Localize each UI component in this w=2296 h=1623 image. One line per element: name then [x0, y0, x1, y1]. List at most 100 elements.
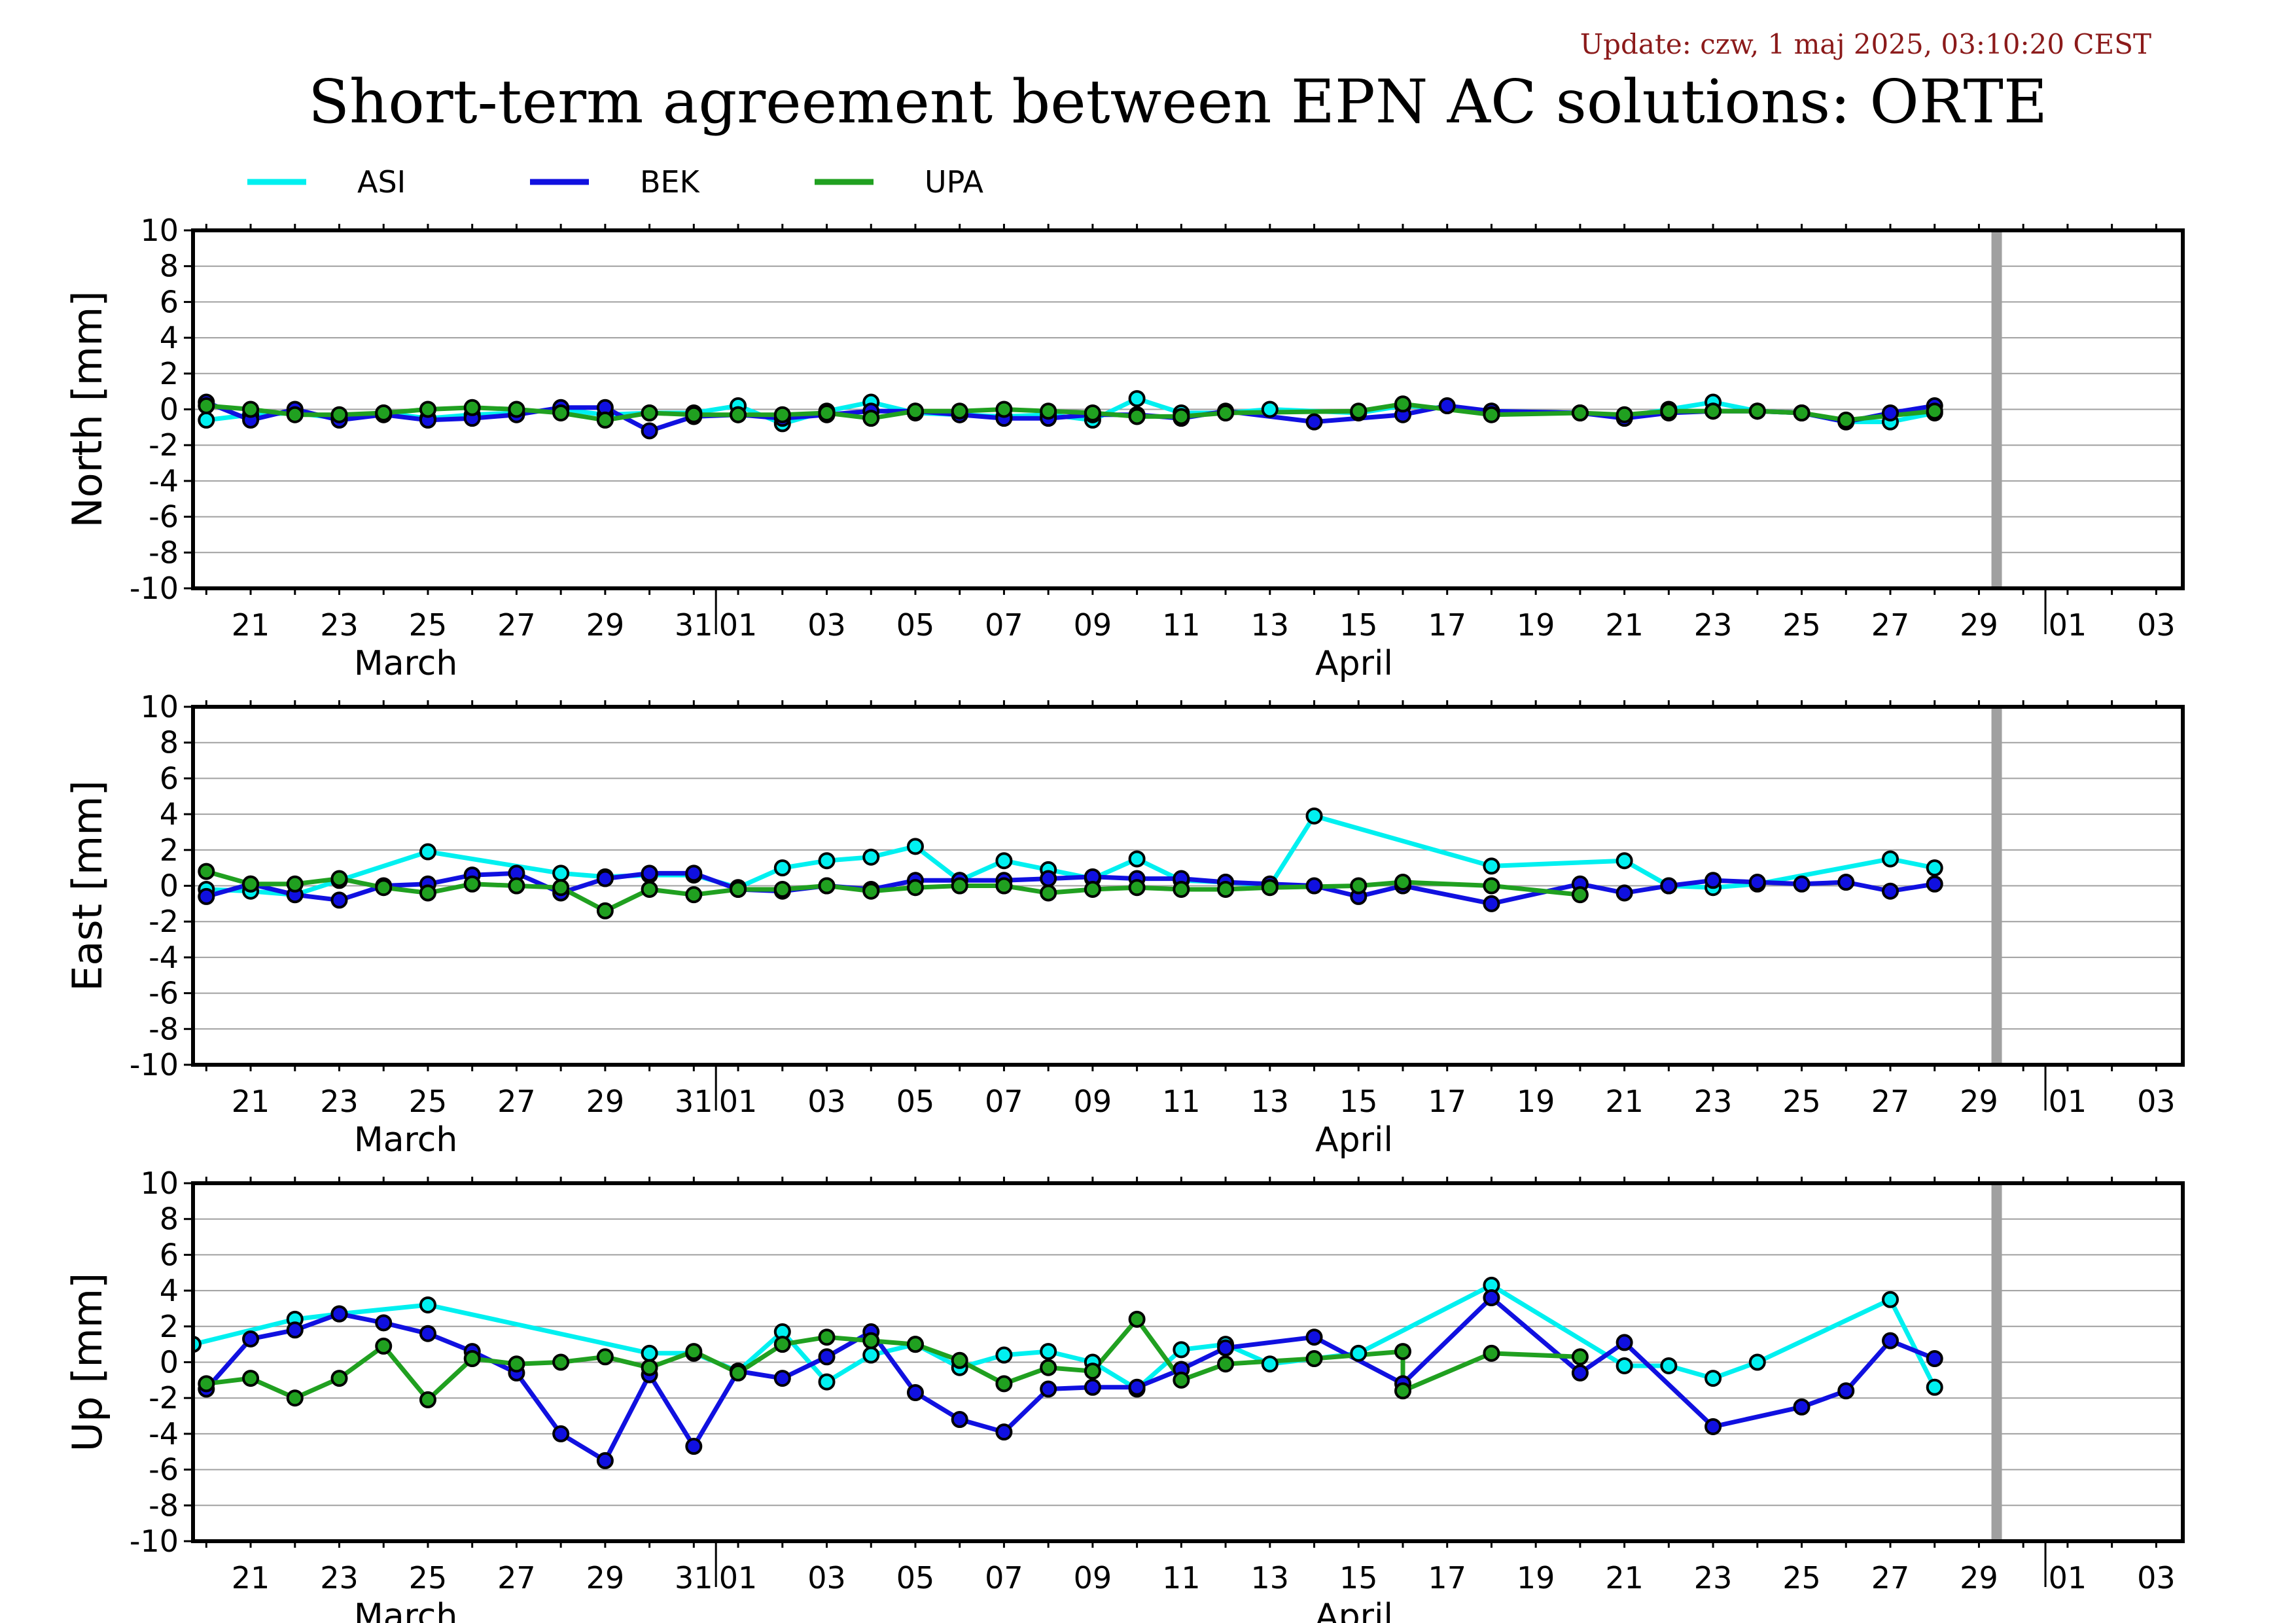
data-point-upa: [419, 884, 436, 902]
data-point-upa: [641, 1359, 658, 1376]
data-point-upa: [508, 877, 525, 895]
data-point-bek: [1704, 1418, 1722, 1435]
data-point-upa: [1394, 1343, 1411, 1361]
data-point-upa: [1660, 402, 1678, 420]
x-tick-label: 29: [1960, 1084, 1998, 1119]
data-point-upa: [1748, 402, 1766, 420]
x-tick-label: 31: [675, 1560, 713, 1596]
x-tick-label: 23: [320, 1084, 359, 1119]
data-point-upa: [198, 863, 215, 880]
y-tick-label: -10: [130, 571, 179, 606]
data-point-bek: [419, 1325, 436, 1342]
x-tick-label: 29: [586, 607, 625, 643]
data-point-asi: [1261, 1355, 1279, 1373]
data-end-marker: [1991, 230, 2002, 588]
data-point-bek: [286, 1321, 304, 1339]
y-tick-label: 10: [140, 213, 179, 248]
x-tick-label: 13: [1251, 607, 1290, 643]
data-point-asi: [1704, 1370, 1722, 1387]
x-tick-label: 23: [1694, 1084, 1733, 1119]
data-point-upa: [906, 1336, 924, 1353]
data-point-bek: [1837, 874, 1855, 891]
data-point-bek: [1040, 1380, 1057, 1398]
data-point-asi: [1926, 1378, 1943, 1396]
data-point-upa: [1926, 402, 1943, 420]
x-tick-label: 13: [1251, 1560, 1290, 1596]
y-tick-label: -2: [149, 427, 179, 463]
data-point-upa: [1084, 1363, 1101, 1380]
legend-label-bek: BEK: [640, 164, 701, 200]
series-line-bek: [203, 1295, 1937, 1463]
y-tick-label: -10: [130, 1047, 179, 1082]
data-point-asi: [773, 859, 791, 877]
data-point-upa: [1217, 1355, 1235, 1373]
data-point-bek: [242, 1330, 260, 1347]
data-point-bek: [1704, 872, 1722, 889]
data-point-bek: [1926, 875, 1943, 893]
y-tick-label: -4: [149, 1416, 179, 1452]
x-tick-label: 15: [1339, 607, 1378, 643]
data-point-bek: [1305, 1329, 1323, 1346]
x-tick-label: 29: [586, 1560, 625, 1596]
data-point-upa: [1350, 402, 1368, 420]
data-point-asi: [818, 1373, 836, 1391]
data-point-asi: [1616, 1357, 1633, 1374]
legend-label-asi: ASI: [357, 164, 406, 200]
y-tick-label: 0: [160, 392, 179, 427]
x-tick-label: 03: [807, 607, 846, 643]
data-point-upa: [1483, 406, 1500, 423]
x-tick-label: 09: [1074, 1560, 1112, 1596]
x-tick-label: 25: [1782, 607, 1821, 643]
x-tick-label: 17: [1428, 1084, 1466, 1119]
data-point-asi: [1305, 807, 1323, 825]
data-area: [193, 1183, 2002, 1541]
x-tick-label: 19: [1517, 1084, 1555, 1119]
data-point-asi: [1350, 1344, 1368, 1362]
y-tick-label: 4: [160, 320, 179, 355]
x-tick-label: 05: [896, 607, 935, 643]
data-end-marker: [1991, 707, 2002, 1065]
x-tick-label: 11: [1162, 1084, 1201, 1119]
data-point-upa: [508, 1355, 525, 1373]
data-point-upa: [330, 406, 348, 423]
x-tick-label: 01: [2049, 607, 2087, 643]
data-point-bek: [1616, 1334, 1633, 1351]
month-label-april: April: [1315, 1120, 1393, 1160]
data-point-bek: [596, 870, 614, 887]
data-point-bek: [1217, 1339, 1235, 1357]
data-point-bek: [1084, 1378, 1101, 1396]
month-label-april: April: [1315, 1597, 1393, 1623]
data-point-upa: [596, 411, 614, 429]
y-tick-label: 2: [160, 832, 179, 868]
data-point-asi: [552, 865, 570, 882]
data-point-upa: [375, 1337, 393, 1355]
data-point-bek: [685, 1438, 703, 1455]
x-tick-label: 27: [497, 1084, 536, 1119]
x-tick-label: 07: [985, 1084, 1023, 1119]
data-point-upa: [1128, 408, 1146, 425]
data-point-upa: [1040, 1359, 1057, 1376]
x-tick-label: 29: [1960, 1560, 1998, 1596]
data-point-bek: [641, 865, 658, 882]
data-point-upa: [862, 882, 880, 900]
x-tick-label: 05: [896, 1560, 935, 1596]
data-point-upa: [1571, 886, 1589, 904]
data-point-asi: [419, 1296, 436, 1313]
x-tick-label: 15: [1339, 1084, 1378, 1119]
data-point-upa: [242, 875, 260, 893]
data-point-asi: [818, 852, 836, 870]
y-axis-label: North [mm]: [63, 291, 111, 527]
data-point-upa: [641, 880, 658, 898]
y-tick-label: -2: [149, 1380, 179, 1416]
data-end-marker: [1991, 1183, 2002, 1541]
data-point-upa: [685, 1343, 703, 1361]
data-point-asi: [862, 848, 880, 866]
data-point-upa: [242, 1370, 260, 1387]
y-axis-label: Up [mm]: [63, 1273, 111, 1452]
data-point-asi: [995, 852, 1013, 870]
data-point-upa: [1837, 411, 1855, 429]
data-point-upa: [1217, 880, 1235, 898]
